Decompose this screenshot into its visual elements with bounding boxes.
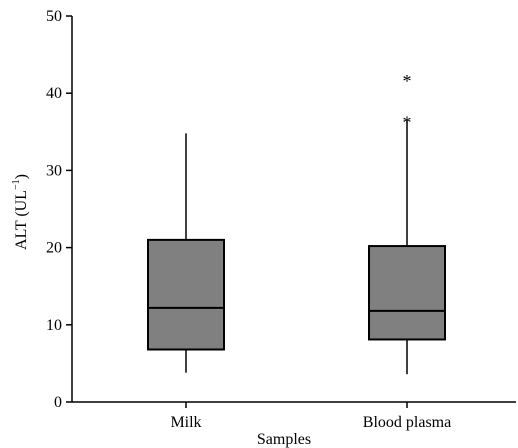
x-axis-label: Samples [257, 431, 311, 448]
y-axis-label-close: ) [13, 174, 30, 179]
x-tick-label: Milk [170, 414, 201, 431]
x-tick-label: Blood plasma [363, 414, 451, 431]
plot-area: 0 10 20 30 40 50 Milk Blood plasma * * [46, 8, 516, 431]
y-tick-label: 10 [46, 317, 62, 334]
y-tick-label: 0 [54, 394, 62, 411]
y-axis-label-main: ALT (UL [13, 190, 30, 250]
outlier-marker: * [403, 71, 412, 91]
y-axis-label: ALT (UL−1) [11, 174, 30, 250]
y-tick-label: 20 [46, 240, 62, 257]
iqr-box [368, 245, 446, 341]
outlier-marker: * [403, 112, 412, 132]
y-tick-label: 40 [46, 85, 62, 102]
iqr-box [147, 238, 225, 351]
y-axis-label-superscript: −1 [11, 179, 22, 190]
y-tick-label: 30 [46, 162, 62, 179]
y-tick-label: 50 [46, 8, 62, 25]
